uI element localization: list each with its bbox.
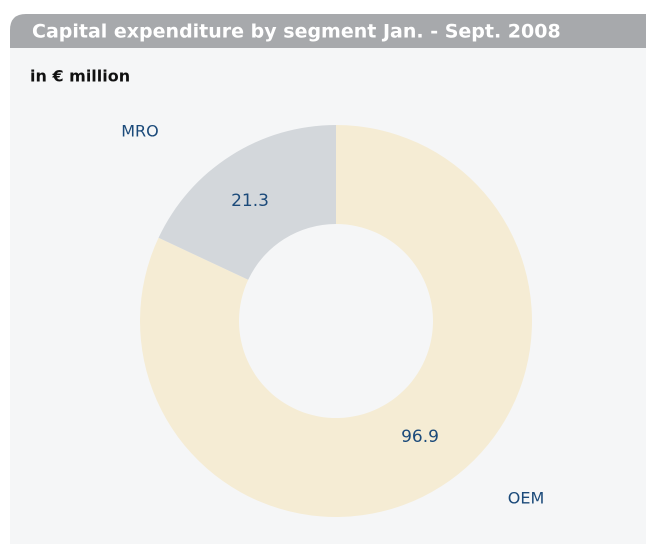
value-label: 21.3 xyxy=(231,191,269,211)
slice xyxy=(140,125,532,517)
chart-subtitle: in € million xyxy=(30,67,130,86)
category-label: MRO xyxy=(121,122,159,141)
title-bar xyxy=(10,14,646,48)
slice xyxy=(158,125,336,280)
value-label: 96.9 xyxy=(401,427,439,447)
category-label: OEM xyxy=(508,489,545,508)
chart-title: Capital expenditure by segment Jan. - Se… xyxy=(32,21,561,43)
